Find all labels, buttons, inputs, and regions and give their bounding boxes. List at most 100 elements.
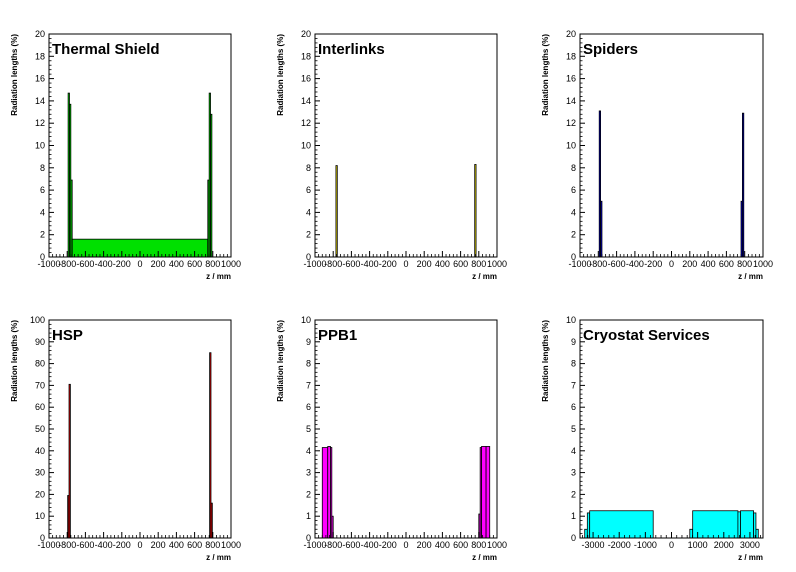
x-tick-label: -400 [95, 259, 113, 269]
x-tick-label: -800 [324, 259, 342, 269]
y-tick-label: 1 [306, 511, 311, 521]
x-tick-label: -400 [361, 540, 379, 550]
chart-title: PPB1 [318, 327, 357, 344]
x-tick-label: 1000 [487, 259, 507, 269]
x-tick-label: 0 [669, 540, 674, 550]
x-tick-label: -600 [76, 259, 94, 269]
x-tick-label: -600 [342, 259, 360, 269]
y-tick-label: 50 [35, 424, 45, 434]
x-tick-label: 0 [403, 259, 408, 269]
chart-title: Spiders [583, 41, 638, 58]
histogram-bin [321, 447, 329, 539]
y-tick-label: 12 [566, 118, 576, 128]
x-tick-label: -1000 [37, 259, 60, 269]
y-tick-label: 10 [35, 141, 45, 151]
x-axis-label: z / mm [738, 272, 763, 281]
x-tick-label: 1000 [221, 259, 241, 269]
x-tick-label: 0 [669, 259, 674, 269]
x-tick-label: 600 [453, 540, 468, 550]
plot-frame [48, 319, 232, 539]
y-axis-label: Radiation lengths (%) [276, 34, 285, 116]
x-tick-label: 0 [403, 540, 408, 550]
x-tick-label: -800 [58, 540, 76, 550]
x-tick-label: -800 [58, 259, 76, 269]
y-axis-label: Radiation lengths (%) [10, 34, 19, 116]
x-tick-label: -600 [342, 540, 360, 550]
x-tick-label: 800 [205, 259, 220, 269]
x-tick-label: -200 [113, 540, 131, 550]
y-tick-label: 90 [35, 337, 45, 347]
chart-title: Interlinks [318, 41, 385, 58]
x-tick-label: -1000 [568, 259, 591, 269]
x-tick-label: -600 [76, 540, 94, 550]
x-tick-label: 2000 [714, 540, 734, 550]
y-tick-label: 7 [571, 380, 576, 390]
x-tick-label: -400 [361, 259, 379, 269]
y-tick-label: 10 [301, 141, 311, 151]
y-tick-label: 20 [35, 489, 45, 499]
x-tick-label: -600 [608, 259, 626, 269]
histogram-bin [327, 446, 331, 539]
x-tick-label: 200 [417, 259, 432, 269]
x-tick-label: -200 [113, 259, 131, 269]
y-tick-label: 4 [306, 446, 311, 456]
x-tick-label: 200 [151, 259, 166, 269]
y-tick-label: 14 [35, 96, 45, 106]
y-tick-label: 14 [566, 96, 576, 106]
histogram-bin [740, 510, 754, 539]
y-tick-label: 10 [35, 511, 45, 521]
y-tick-label: 3 [571, 468, 576, 478]
y-axis-label: Radiation lengths (%) [541, 320, 550, 402]
x-tick-label: 1000 [688, 540, 708, 550]
x-tick-label: -1000 [634, 540, 657, 550]
y-tick-label: 8 [306, 359, 311, 369]
histogram-bin [335, 165, 338, 258]
y-tick-label: 0 [40, 533, 45, 543]
y-tick-label: 7 [306, 380, 311, 390]
plot-frame [579, 33, 764, 258]
y-tick-label: 6 [306, 402, 311, 412]
x-tick-label: -400 [626, 259, 644, 269]
x-tick-label: 400 [435, 259, 450, 269]
x-tick-label: -200 [379, 540, 397, 550]
y-tick-label: 4 [306, 207, 311, 217]
y-tick-label: 16 [566, 74, 576, 84]
chart-title: HSP [52, 327, 83, 344]
histogram-bin [481, 446, 487, 539]
x-tick-label: 400 [169, 540, 184, 550]
chart-panel: 0 10 20 30 40 50 60 70 80 90 100 -1000-800 -600 -400-… [10, 315, 241, 562]
x-axis-label: z / mm [472, 272, 497, 281]
x-tick-label: 800 [471, 540, 486, 550]
y-tick-label: 10 [566, 141, 576, 151]
y-tick-label: 12 [301, 118, 311, 128]
x-tick-label: 600 [719, 259, 734, 269]
y-tick-label: 80 [35, 359, 45, 369]
x-tick-label: 200 [682, 259, 697, 269]
histogram-bin [68, 383, 71, 539]
y-tick-label: 6 [571, 402, 576, 412]
x-tick-label: 1000 [753, 259, 773, 269]
x-tick-label: -200 [644, 259, 662, 269]
x-tick-label: -400 [95, 540, 113, 550]
chart-panel: 0 1 2 3 4 5 6 7 8 9 10 -1000-800 -600 -400 -200 0 200 400… [276, 315, 507, 562]
y-tick-label: 4 [571, 446, 576, 456]
x-axis-label: z / mm [472, 553, 497, 562]
y-tick-label: 2 [571, 230, 576, 240]
x-tick-label: 1000 [487, 540, 507, 550]
chart-panel: 0 1 2 3 4 5 6 7 8 9 10 -3000 -2000 -1000 0 1000 2000 3000… [541, 315, 764, 562]
y-tick-label: 2 [306, 489, 311, 499]
y-tick-label: 6 [306, 185, 311, 195]
x-tick-label: 1000 [221, 540, 241, 550]
x-tick-label: 800 [737, 259, 752, 269]
x-axis-label: z / mm [206, 553, 231, 562]
y-tick-label: 1 [571, 511, 576, 521]
x-tick-label: 200 [417, 540, 432, 550]
histogram-bin [474, 164, 477, 258]
y-tick-label: 0 [306, 252, 311, 262]
x-tick-label: 200 [151, 540, 166, 550]
x-tick-label: 400 [169, 259, 184, 269]
x-axis-label: z / mm [738, 553, 763, 562]
